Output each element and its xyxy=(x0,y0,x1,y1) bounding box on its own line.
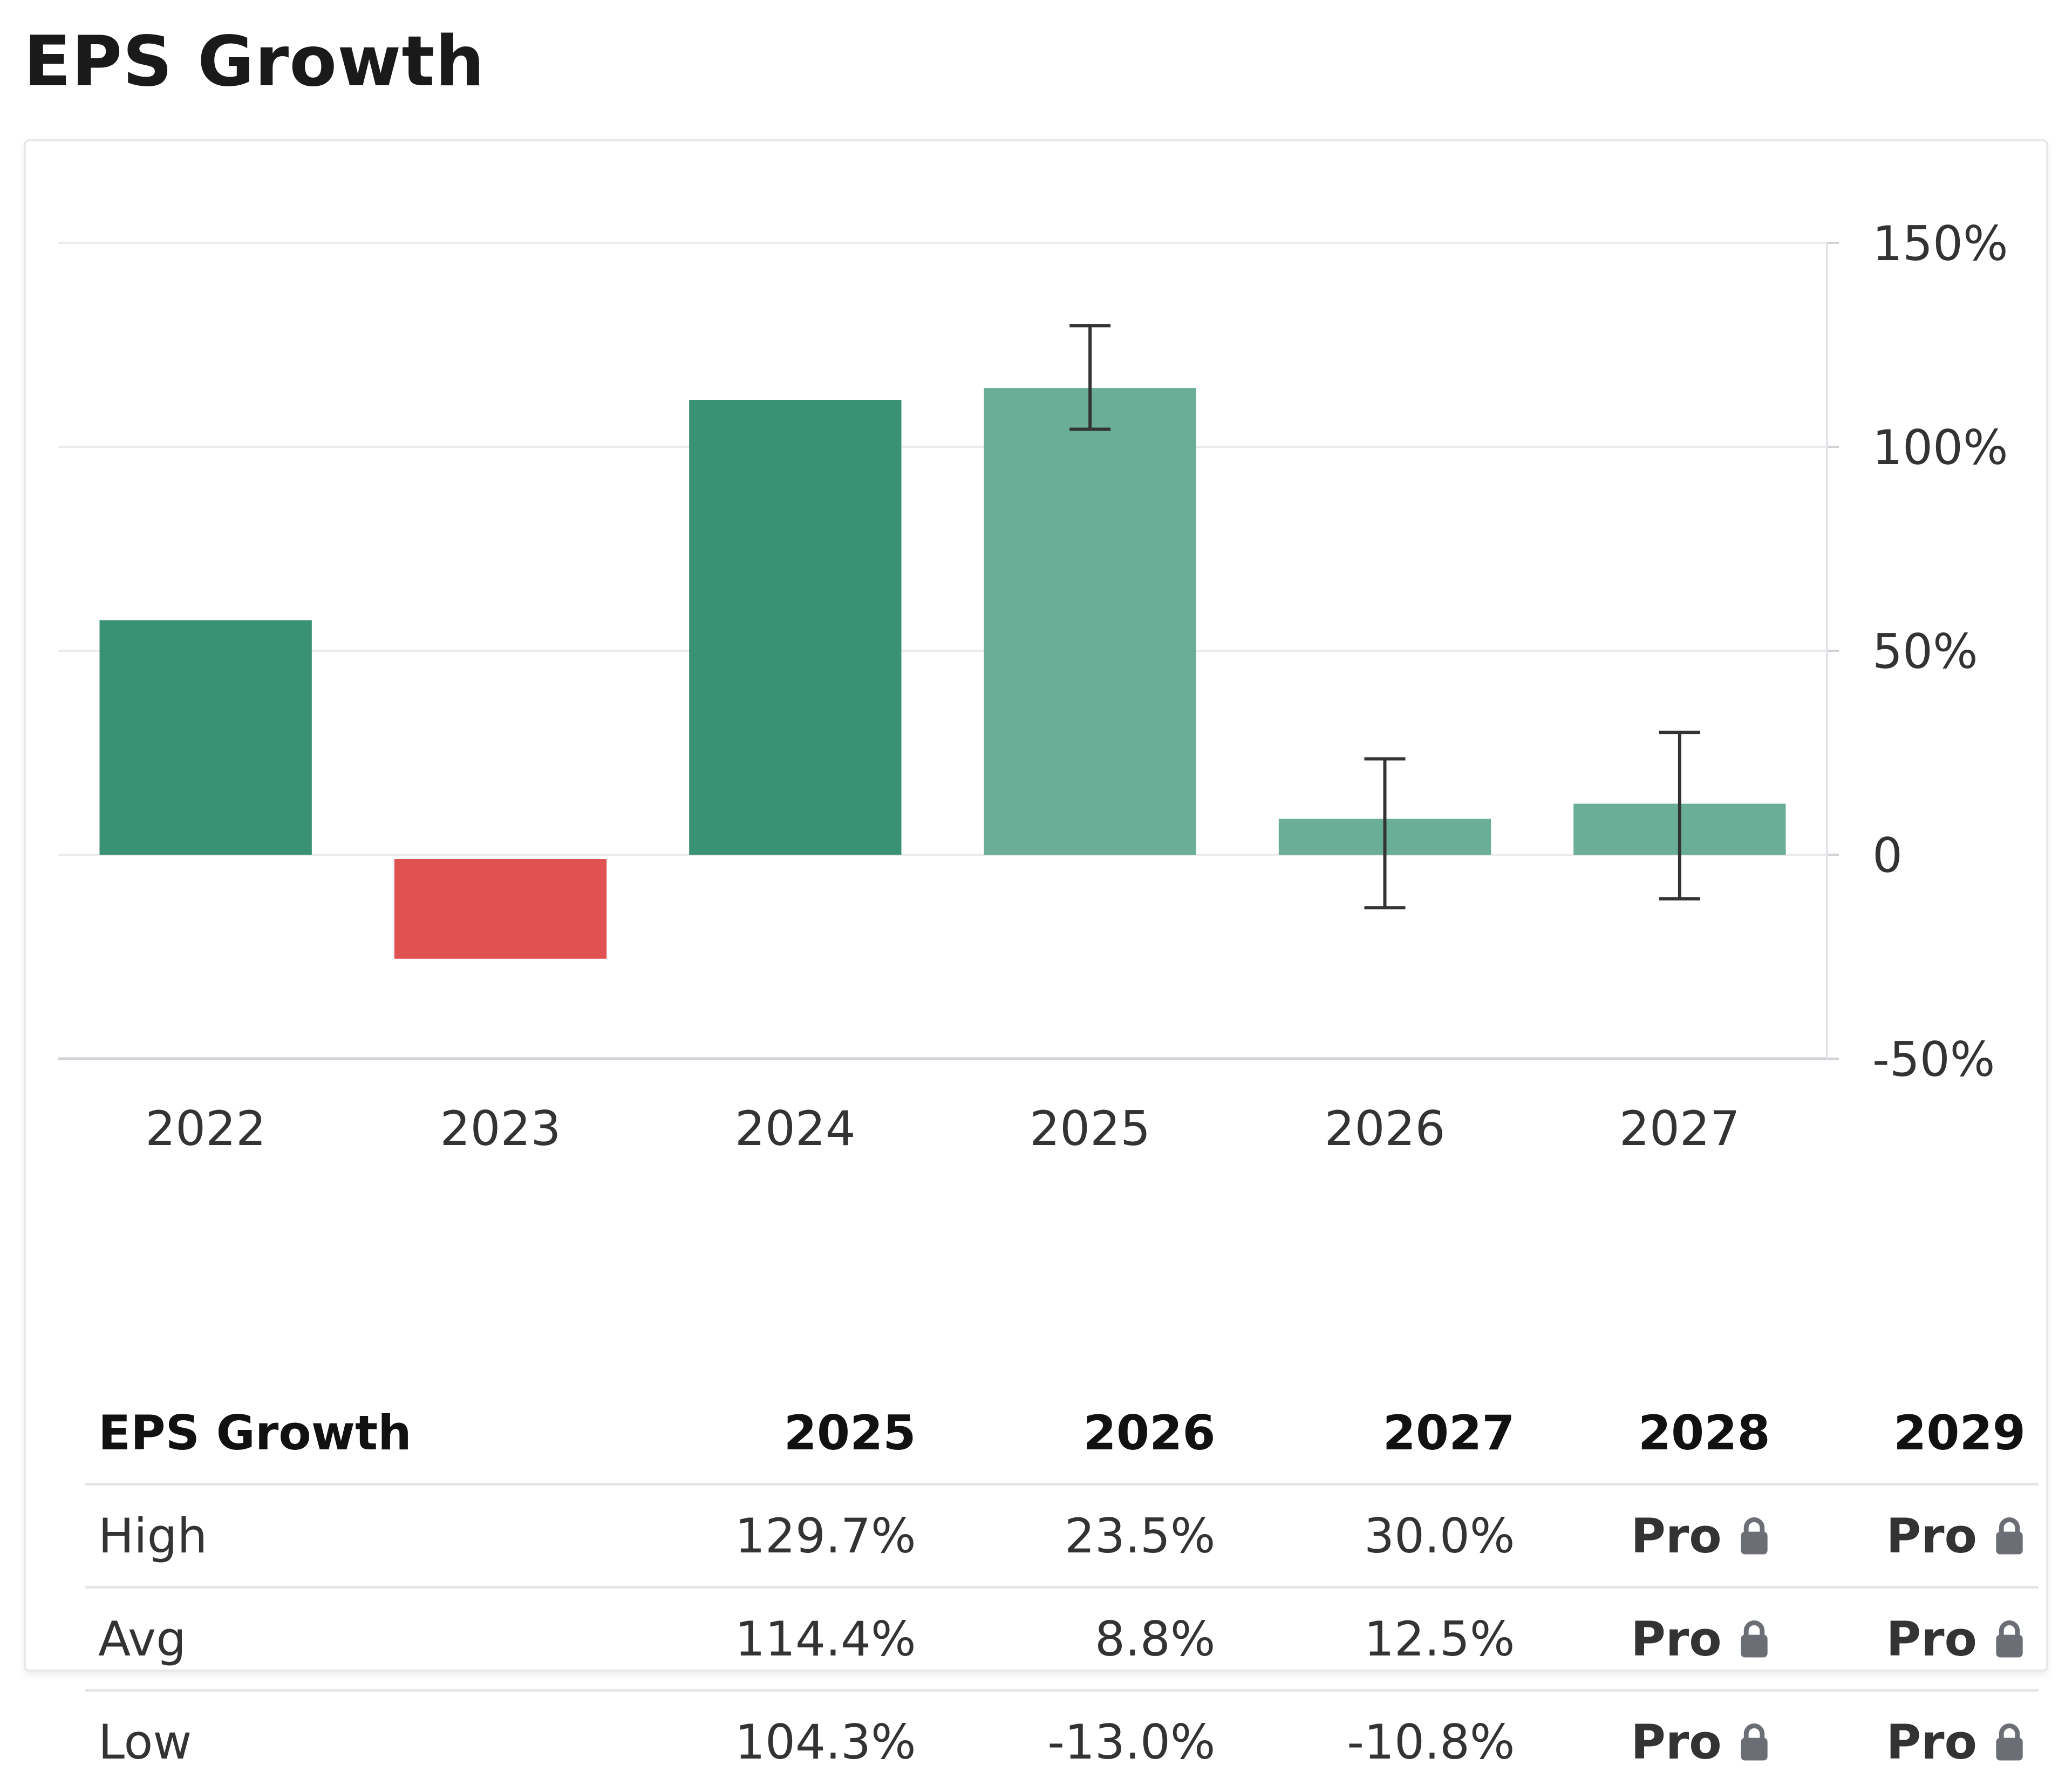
x-tick-label: 2026 xyxy=(1325,1101,1446,1156)
row-label: Low xyxy=(85,1691,609,1792)
x-tick-label: 2023 xyxy=(440,1101,561,1156)
pro-label: Pro xyxy=(1631,1714,1721,1770)
row-label: High xyxy=(85,1484,609,1587)
pro-label: Pro xyxy=(1631,1611,1721,1667)
bar-2024 xyxy=(689,400,901,855)
y-tick-label: -50% xyxy=(1872,1032,1995,1087)
value-cell: 104.3% xyxy=(609,1691,929,1792)
value-cell: -13.0% xyxy=(929,1691,1229,1792)
chart-gridlines xyxy=(58,243,1839,1059)
pro-label: Pro xyxy=(1631,1508,1721,1564)
locked-cell[interactable]: Pro xyxy=(1783,1587,2039,1691)
pro-label: Pro xyxy=(1886,1508,1977,1564)
lock-icon xyxy=(1993,1614,2026,1654)
y-tick-label: 50% xyxy=(1872,624,1978,679)
lock-icon xyxy=(1993,1718,2026,1757)
bar-2025 xyxy=(984,388,1196,855)
locked-cell[interactable]: Pro xyxy=(1528,1484,1783,1587)
x-axis-ticks: 2022 2023 2024 2025 2026 2027 xyxy=(145,1101,1740,1156)
locked-cell[interactable]: Pro xyxy=(1528,1587,1783,1691)
bar-2022 xyxy=(99,620,311,855)
header-cell: 2028 xyxy=(1528,1382,1783,1484)
value-cell: 23.5% xyxy=(929,1484,1229,1587)
table-header-row: EPS Growth 2025 2026 2027 2028 2029 xyxy=(85,1382,2039,1484)
value-cell: 12.5% xyxy=(1229,1587,1528,1691)
x-tick-label: 2022 xyxy=(145,1101,266,1156)
value-cell: 30.0% xyxy=(1229,1484,1528,1587)
bar-2023 xyxy=(394,859,606,959)
chart-bars xyxy=(99,388,1785,959)
eps-growth-table: EPS Growth 2025 2026 2027 2028 2029 High… xyxy=(85,1382,2039,1792)
y-tick-label: 150% xyxy=(1872,216,2008,271)
pro-label: Pro xyxy=(1886,1714,1977,1770)
header-cell: 2025 xyxy=(609,1382,929,1484)
value-cell: -10.8% xyxy=(1229,1691,1528,1792)
pro-label: Pro xyxy=(1886,1611,1977,1667)
locked-cell[interactable]: Pro xyxy=(1783,1484,2039,1587)
locked-cell[interactable]: Pro xyxy=(1528,1691,1783,1792)
lock-icon xyxy=(1738,1511,1770,1551)
x-tick-label: 2027 xyxy=(1619,1101,1740,1156)
lock-icon xyxy=(1738,1718,1770,1757)
header-cell: 2027 xyxy=(1229,1382,1528,1484)
value-cell: 129.7% xyxy=(609,1484,929,1587)
header-cell: EPS Growth xyxy=(85,1382,609,1484)
page-title: EPS Growth xyxy=(24,16,485,108)
header-cell: 2029 xyxy=(1783,1382,2039,1484)
value-cell: 8.8% xyxy=(929,1587,1229,1691)
x-tick-label: 2024 xyxy=(735,1101,856,1156)
header-cell: 2026 xyxy=(929,1382,1229,1484)
x-tick-label: 2025 xyxy=(1030,1101,1150,1156)
locked-cell[interactable]: Pro xyxy=(1783,1691,2039,1792)
value-cell: 114.4% xyxy=(609,1587,929,1691)
y-tick-label: 0 xyxy=(1872,828,1903,883)
lock-icon xyxy=(1993,1511,2026,1551)
y-axis-ticks: 150% 100% 50% 0 -50% xyxy=(1872,216,2008,1087)
lock-icon xyxy=(1738,1614,1770,1654)
row-label: Avg xyxy=(85,1587,609,1691)
y-tick-label: 100% xyxy=(1872,420,2008,475)
